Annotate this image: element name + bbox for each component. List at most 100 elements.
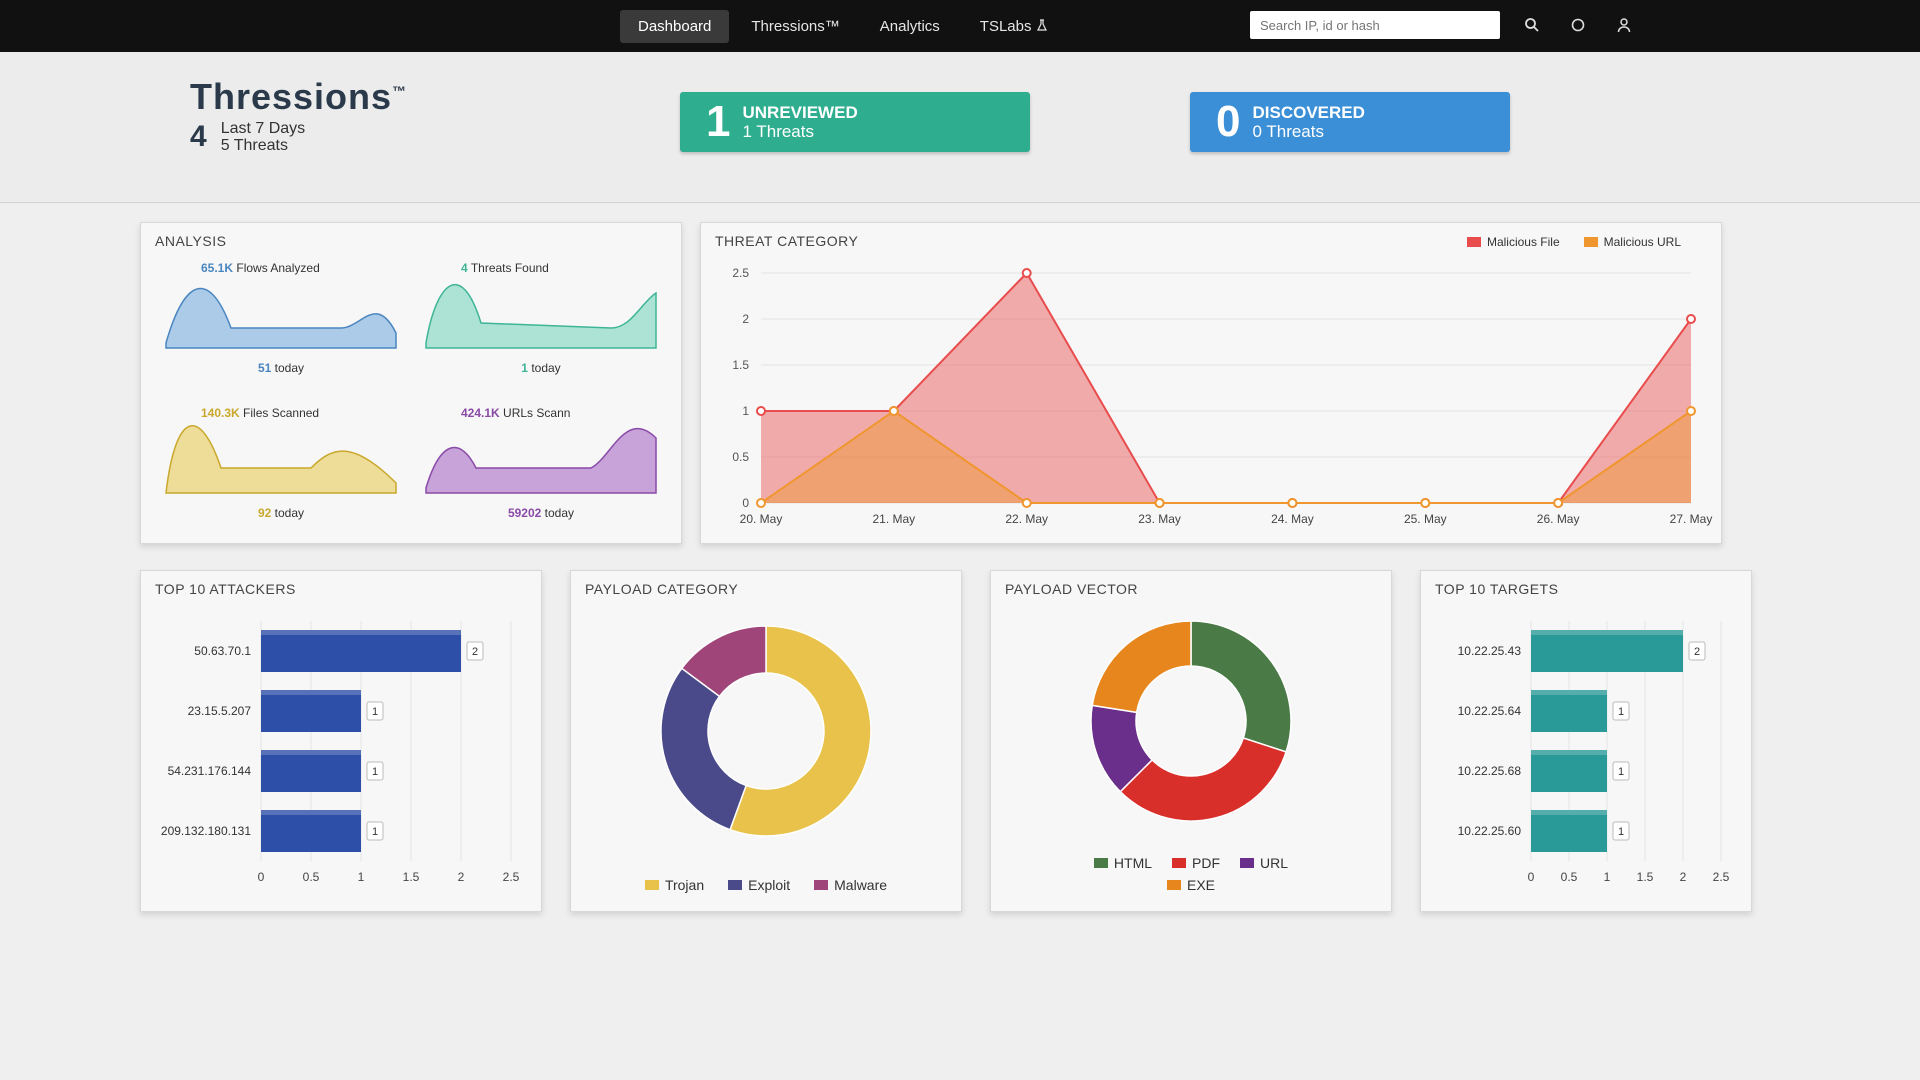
bar [1531, 690, 1607, 732]
urls-scanned-card[interactable]: 424.1K URLs Scann 59202 today [421, 398, 661, 520]
top-targets-title: TOP 10 TARGETS [1435, 581, 1559, 597]
legend-label-pdf: PDF [1192, 855, 1221, 871]
user-icon[interactable] [1610, 11, 1638, 39]
legend-exe[interactable]: EXE [1166, 877, 1215, 893]
bar-value-box [466, 641, 484, 661]
payload-category-panel: PAYLOAD CATEGORY Trojan Exploit Malware [570, 570, 962, 912]
donut-slice-html [1190, 620, 1292, 753]
bar-x-tick: 2 [1680, 870, 1687, 884]
threats-num: 4 [461, 261, 468, 275]
files-sparkline [165, 425, 397, 494]
bar-value-label: 1 [372, 706, 378, 718]
analysis-title: ANALYSIS [155, 233, 227, 249]
legend-html[interactable]: HTML [1093, 855, 1152, 871]
unreviewed-card[interactable]: 1 UNREVIEWED 1 Threats [680, 92, 1030, 152]
unreviewed-sub: 1 Threats [742, 122, 814, 141]
legend-label-exploit: Exploit [748, 877, 791, 893]
bar-value-box [366, 761, 384, 781]
urls-text: URLs Scann [503, 406, 571, 420]
threat-y-tick: 2.5 [732, 266, 749, 280]
legend-pdf[interactable]: PDF [1172, 855, 1220, 871]
bar-x-tick: 0 [1528, 870, 1535, 884]
unreviewed-label: UNREVIEWED [742, 103, 858, 122]
bar [1531, 750, 1607, 792]
threat-area-chart: 0 0.5 1 1.5 2 2.5 20. May 21. May 22. May 23. May… [732, 266, 1713, 526]
tab-dashboard[interactable]: Dashboard [620, 9, 730, 43]
threat-x-tick: 20. May [740, 512, 783, 526]
bar-category-label: 54.231.176.144 [168, 764, 252, 778]
legend-url[interactable]: URL [1240, 855, 1288, 871]
urls-sparkline [425, 428, 657, 494]
threat-category-title: THREAT CATEGORY [715, 233, 859, 249]
legend-malicious-url[interactable]: Malicious URL [1583, 235, 1681, 249]
bar-x-tick: 1 [358, 870, 365, 884]
legend-exploit[interactable]: Exploit [728, 877, 790, 893]
threat-point [1553, 498, 1564, 508]
legend-trojan[interactable]: Trojan [644, 877, 705, 893]
top-navbar: Dashboard Thressions™ Analytics TSLabs [0, 0, 1920, 52]
bar-x-tick: 1.5 [403, 870, 420, 884]
payload-category-title: PAYLOAD CATEGORY [585, 581, 739, 597]
brand-summary: 4 Last 7 Days 5 Threats [190, 120, 407, 154]
threat-y-tick: 1 [742, 404, 749, 418]
discovered-card[interactable]: 0 DISCOVERED 0 Threats [1190, 92, 1510, 152]
search-input[interactable] [1250, 11, 1500, 39]
files-scanned-card[interactable]: 140.3K Files Scanned 92 today [161, 398, 401, 520]
brand-threats: 5 Threats [220, 137, 288, 154]
brand-title: Thressions™ [190, 76, 407, 118]
legend-label-trojan: Trojan [664, 877, 705, 893]
analysis-panel: ANALYSIS 65.1K Flows Analyzed 51 today 4… [140, 222, 682, 544]
discovered-text: DISCOVERED 0 Threats [1252, 103, 1364, 141]
bar-value-label: 1 [1618, 706, 1624, 718]
top-attackers-panel: TOP 10 ATTACKERS 0 0.5 1 1.5 2 2.5 50.63.70.1 2… [140, 570, 542, 912]
bar-category-label: 10.22.25.68 [1458, 764, 1522, 778]
tab-analytics[interactable]: Analytics [879, 17, 940, 35]
threat-point [756, 498, 766, 508]
bar-category-label: 10.22.25.60 [1458, 824, 1522, 838]
legend-malicious-file[interactable]: Malicious File [1466, 235, 1560, 249]
payload-category-donut [660, 625, 872, 837]
threats-sparkline [425, 284, 657, 349]
threat-x-tick: 21. May [873, 512, 916, 526]
threat-line-1 [760, 409, 1692, 504]
legend-swatch-pdf [1172, 858, 1187, 868]
threats-today-label: today [531, 361, 561, 375]
payload-vector-title: PAYLOAD VECTOR [1005, 581, 1139, 597]
threats-today-num: 1 [521, 361, 528, 375]
threat-point [1686, 406, 1696, 416]
threat-x-tick: 25. May [1404, 512, 1447, 526]
payload-vector-donut [1090, 620, 1292, 822]
bar [261, 750, 361, 792]
threats-found-card[interactable]: 4 Threats Found 1 today [421, 253, 661, 375]
bar-highlight [261, 750, 361, 755]
bar-x-tick: 1.5 [1637, 870, 1654, 884]
tab-thressions[interactable]: Thressions™ [751, 17, 840, 35]
donut-slice-trojan [729, 625, 872, 837]
bar-value-box [1612, 701, 1630, 721]
brand-title-text: Thressions [190, 76, 393, 117]
urls-today-label: today [544, 506, 575, 520]
tab-tslabs[interactable]: TSLabs [962, 10, 1066, 43]
legend-malware[interactable]: Malware [814, 877, 887, 893]
urls-today-num: 59202 [507, 506, 542, 520]
threats-text: Threats Found [470, 261, 549, 275]
bar-category-label: 10.22.25.64 [1458, 704, 1522, 718]
bar-category-label: 50.63.70.1 [194, 644, 251, 658]
discovered-sub: 0 Threats [1252, 122, 1324, 141]
flows-num: 65.1K [201, 261, 234, 275]
files-num: 140.3K [201, 406, 240, 420]
threat-point [1021, 498, 1032, 508]
legend-swatch-exe [1166, 880, 1181, 890]
threat-x-tick: 26. May [1537, 512, 1580, 526]
search-icon[interactable] [1518, 11, 1546, 39]
threat-x-tick: 27. May [1670, 512, 1713, 526]
donut-slice-malware [680, 625, 767, 698]
bar-x-tick: 1 [1604, 870, 1611, 884]
flows-label: 65.1K Flows Analyzed [201, 261, 320, 275]
circle-icon[interactable] [1564, 11, 1592, 39]
bar [1531, 630, 1683, 672]
top-attackers-bar-chart: 0 0.5 1 1.5 2 2.5 50.63.70.1 2 23.15.5.207 1 54.23… [161, 621, 520, 884]
threat-area-0 [761, 273, 1691, 503]
flows-analyzed-card[interactable]: 65.1K Flows Analyzed 51 today [161, 253, 401, 375]
